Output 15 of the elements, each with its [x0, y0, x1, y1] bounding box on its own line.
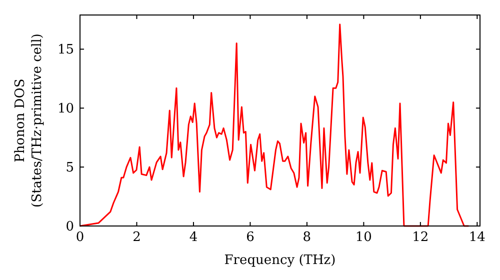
y-tick-label: 5 — [66, 160, 74, 176]
y-tick-label: 0 — [66, 220, 74, 235]
x-tick-label: 0 — [76, 230, 84, 245]
line-series — [79, 24, 470, 227]
x-tick-label: 4 — [189, 230, 198, 245]
y-tick-label: 10 — [57, 102, 74, 117]
y-axis-title: Phonon DOS (States/THz·primitive cell) — [13, 33, 45, 208]
x-tick-label: 12 — [412, 230, 429, 245]
x-tick-label: 10 — [355, 230, 372, 245]
x-tick-label: 6 — [246, 230, 254, 245]
x-tick-label: 2 — [132, 230, 141, 245]
x-tick-label: 14 — [468, 230, 486, 245]
x-tick-label: 8 — [302, 230, 312, 245]
y-tick-label: 15 — [57, 42, 74, 58]
x-axis-title: Frequency (THz) — [224, 253, 336, 268]
